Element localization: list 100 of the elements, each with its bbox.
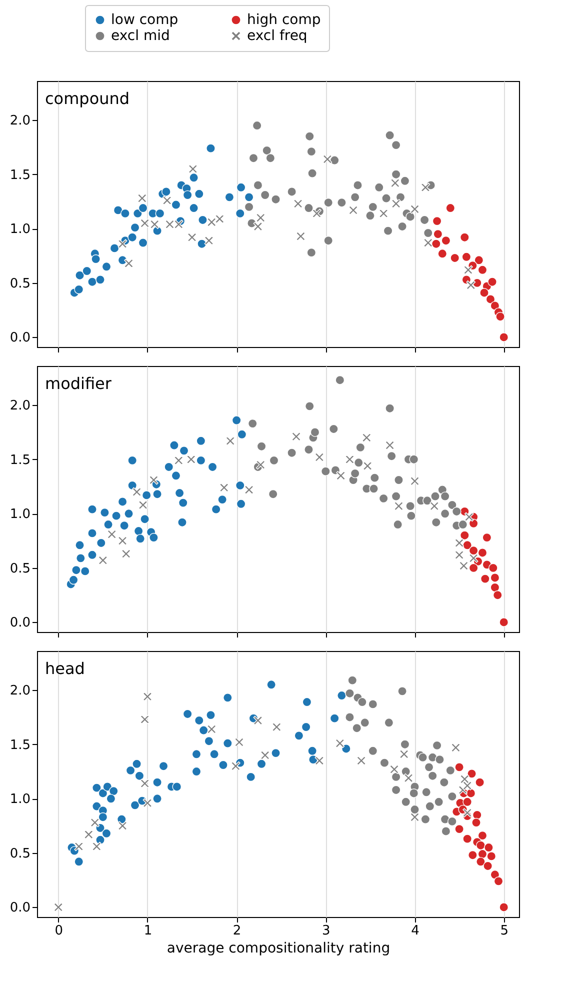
point bbox=[172, 782, 182, 792]
point bbox=[179, 446, 189, 456]
point bbox=[90, 818, 100, 828]
point bbox=[468, 518, 478, 528]
point bbox=[194, 189, 204, 199]
point bbox=[121, 549, 131, 559]
point bbox=[118, 497, 128, 506]
x-tick-label: 3 bbox=[322, 924, 330, 938]
point bbox=[435, 754, 444, 764]
point bbox=[76, 554, 86, 563]
point bbox=[422, 496, 432, 506]
point bbox=[206, 724, 216, 734]
point bbox=[478, 265, 488, 275]
point bbox=[152, 794, 162, 804]
point bbox=[424, 762, 434, 772]
point bbox=[448, 816, 457, 826]
point bbox=[256, 442, 266, 452]
point bbox=[468, 850, 478, 860]
point bbox=[368, 746, 378, 756]
point bbox=[433, 229, 443, 239]
point bbox=[406, 501, 415, 511]
point bbox=[248, 153, 258, 163]
point bbox=[460, 530, 470, 540]
point bbox=[197, 239, 207, 249]
point bbox=[420, 182, 430, 192]
point bbox=[350, 192, 360, 202]
text: compound bbox=[45, 89, 130, 108]
point bbox=[178, 518, 187, 528]
x-axis-title: average compositionality rating bbox=[166, 940, 390, 956]
point bbox=[287, 187, 296, 196]
point bbox=[149, 475, 158, 485]
point bbox=[394, 501, 404, 511]
point bbox=[368, 202, 378, 212]
point bbox=[335, 738, 345, 748]
point bbox=[128, 480, 138, 490]
point bbox=[178, 498, 188, 508]
point bbox=[430, 492, 440, 501]
point bbox=[226, 436, 236, 446]
point bbox=[336, 470, 346, 480]
point bbox=[162, 187, 171, 196]
point bbox=[304, 203, 314, 213]
point bbox=[158, 761, 168, 771]
point bbox=[222, 693, 232, 702]
point bbox=[393, 520, 403, 530]
point bbox=[330, 156, 340, 165]
point bbox=[301, 722, 311, 732]
point bbox=[92, 802, 102, 811]
point bbox=[208, 462, 218, 472]
point bbox=[390, 764, 399, 774]
point bbox=[452, 506, 462, 516]
text: head bbox=[45, 659, 85, 678]
point bbox=[345, 454, 354, 464]
point bbox=[378, 208, 388, 218]
point bbox=[354, 458, 364, 468]
point bbox=[398, 686, 407, 696]
point bbox=[142, 798, 152, 808]
point bbox=[266, 680, 276, 690]
point bbox=[472, 810, 482, 820]
point bbox=[438, 248, 448, 258]
point bbox=[235, 480, 245, 490]
point bbox=[271, 748, 280, 758]
point bbox=[118, 821, 128, 830]
y-tick-label: 1.5 bbox=[10, 452, 30, 468]
point bbox=[171, 200, 181, 210]
point bbox=[391, 785, 401, 795]
point bbox=[171, 470, 181, 480]
point bbox=[472, 818, 481, 828]
point bbox=[314, 756, 324, 766]
y-tick-label: 1.5 bbox=[10, 168, 30, 183]
point bbox=[391, 772, 401, 782]
point bbox=[432, 216, 442, 226]
point bbox=[358, 697, 367, 707]
point bbox=[204, 236, 214, 246]
point bbox=[348, 676, 358, 685]
point bbox=[234, 738, 244, 747]
point bbox=[439, 778, 449, 788]
point bbox=[345, 688, 354, 698]
point bbox=[140, 714, 150, 724]
point bbox=[480, 574, 490, 584]
point bbox=[142, 692, 152, 702]
y-tick-label: 1.5 bbox=[10, 738, 30, 753]
point bbox=[134, 526, 144, 536]
point bbox=[98, 788, 108, 798]
point bbox=[484, 842, 494, 852]
point bbox=[401, 797, 411, 807]
point bbox=[382, 194, 391, 203]
point bbox=[341, 744, 351, 754]
point bbox=[466, 788, 476, 798]
point bbox=[260, 190, 270, 200]
point bbox=[262, 146, 272, 156]
point bbox=[396, 192, 406, 202]
point bbox=[474, 255, 484, 265]
point bbox=[124, 508, 134, 518]
point bbox=[374, 182, 384, 192]
point bbox=[441, 826, 451, 836]
point bbox=[462, 540, 472, 550]
point bbox=[204, 736, 214, 746]
point bbox=[142, 490, 152, 500]
point bbox=[253, 716, 263, 726]
point bbox=[466, 280, 476, 290]
